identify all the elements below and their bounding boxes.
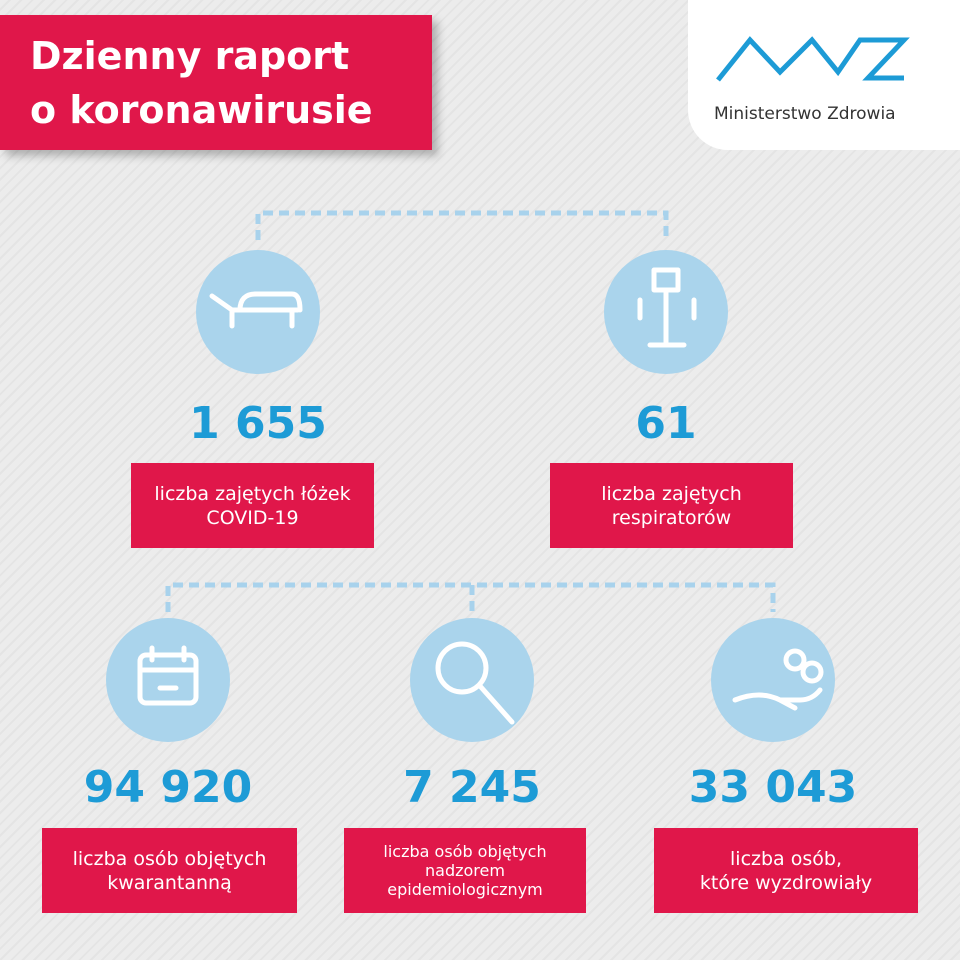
- logo-text: Ministerstwo Zdrowia: [714, 104, 896, 124]
- stat-label-line: liczba osób,: [730, 847, 842, 870]
- stat-label-line: które wyzdrowiały: [699, 871, 873, 894]
- stat-label-line: liczba zajętych łóżek: [154, 482, 351, 505]
- stat-label-line: respiratorów: [611, 506, 732, 529]
- stat-value: 94 920: [83, 762, 253, 813]
- logo: Ministerstwo Zdrowia: [688, 0, 960, 150]
- title-line: o koronawirusie: [30, 88, 373, 132]
- title-line: Dzienny raport: [30, 34, 350, 78]
- stat-value: 33 043: [688, 762, 858, 813]
- stat-label: liczba osób objętych kwarantanną: [42, 828, 297, 913]
- stat-label: liczba osób objętych nadzorem epidemiologi…: [344, 828, 586, 913]
- stat-value: 1 655: [189, 398, 327, 449]
- stat-label-line: COVID-19: [206, 506, 299, 529]
- title: Dzienny raport o koronawirusie: [0, 15, 432, 150]
- stat-label: liczba osób, które wyzdrowiały: [654, 828, 918, 913]
- logo-mark: [716, 36, 910, 82]
- stat-value: 7 245: [403, 762, 541, 813]
- stat-label-line: liczba osób objętych: [383, 842, 547, 861]
- stat-label: liczba zajętych respiratorów: [550, 463, 793, 548]
- stat-label-line: epidemiologicznym: [387, 880, 543, 899]
- stat-label: liczba zajętych łóżek COVID-19: [131, 463, 374, 548]
- stat-label-line: liczba zajętych: [601, 482, 742, 505]
- stat-label-line: kwarantanną: [107, 871, 232, 894]
- stat-value: 61: [635, 398, 697, 449]
- stat-label-line: nadzorem: [425, 861, 505, 880]
- stat-label-line: liczba osób objętych: [72, 847, 267, 870]
